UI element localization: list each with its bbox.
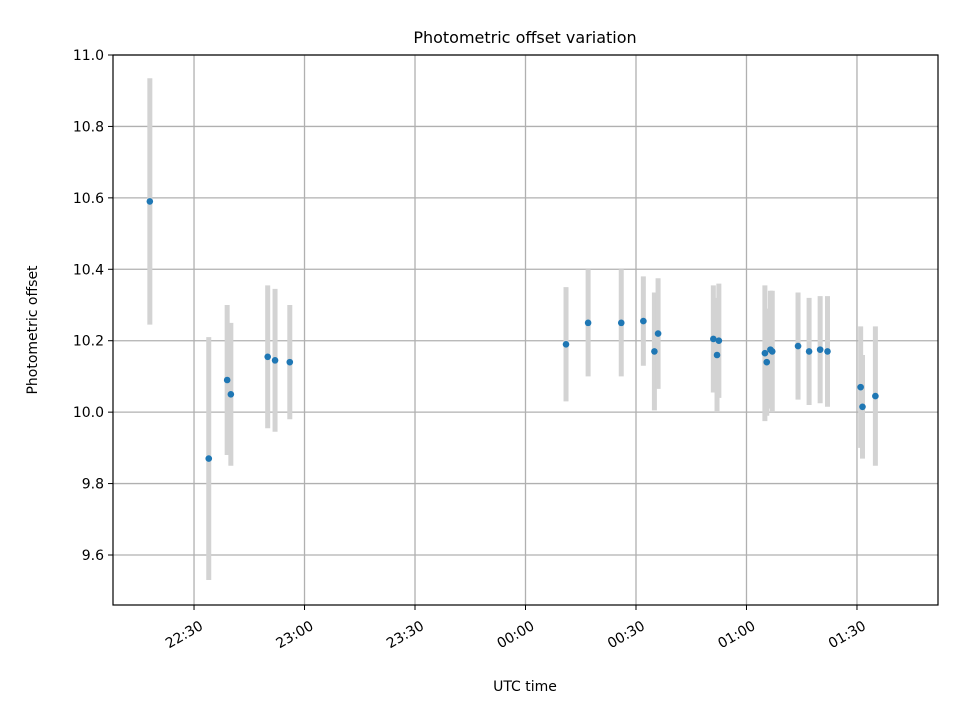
data-point [761,349,769,357]
data-point [640,317,647,325]
data-point [286,358,294,366]
data-point [872,392,879,400]
data-point [617,319,625,327]
data-point [584,319,592,327]
data-point [713,351,721,359]
data-point [710,335,717,343]
y-tick-label: 10.4 [73,262,104,278]
data-point [824,348,831,355]
data-point [562,340,570,348]
data-point [763,358,771,366]
y-tick-label: 9.6 [82,548,104,564]
y-tick-label: 9.8 [82,477,104,493]
data-point [264,353,271,361]
data-point [805,348,813,355]
chart-title: Photometric offset variation [413,28,636,47]
y-tick-label: 10.6 [73,191,104,207]
data-point [794,342,802,350]
data-point [859,403,866,411]
y-tick-label: 10.8 [73,119,104,135]
y-axis-ticks: 9.6 9.8 10.0 10.2 10.4 10.6 10.8 11.0 [73,48,113,564]
data-points [146,198,879,462]
data-point [223,376,231,384]
data-point [227,390,235,398]
y-tick-label: 10.2 [73,334,104,350]
data-point [146,198,154,205]
data-point [654,330,662,337]
data-point [271,357,279,364]
data-point [768,348,776,355]
data-point [205,455,213,462]
data-point [715,337,723,345]
data-point [857,383,864,391]
x-axis-label: UTC time [493,679,557,695]
data-point [651,348,658,355]
y-axis-label: Photometric offset [25,265,41,395]
data-point [816,346,824,353]
grid [113,54,938,605]
y-tick-label: 11.0 [73,48,104,64]
y-tick-label: 10.0 [73,405,104,421]
